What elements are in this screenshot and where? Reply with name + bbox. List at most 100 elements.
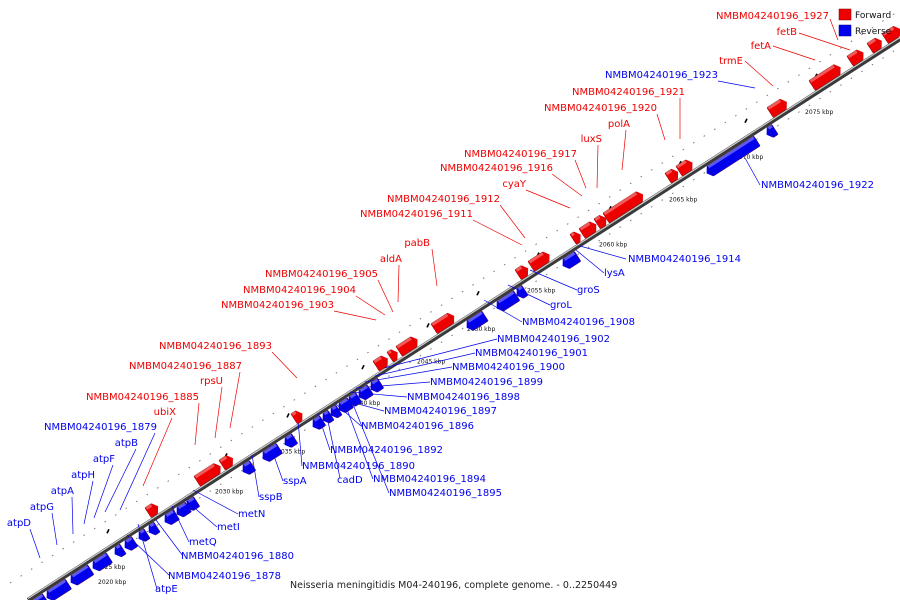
forward-gene[interactable] [514, 263, 532, 280]
gene-label[interactable]: NMBM04240196_1901 [475, 348, 588, 359]
gene-label[interactable]: NMBM04240196_1917 [464, 149, 577, 160]
gene-label[interactable]: sspB [259, 492, 283, 503]
gene-label[interactable]: ubiX [154, 407, 176, 418]
gene-label[interactable]: NMBM04240196_1896 [361, 421, 474, 432]
forward-gene[interactable] [144, 501, 162, 518]
gene-label[interactable]: NMBM04240196_1895 [389, 488, 502, 499]
forward-gene[interactable] [372, 353, 391, 371]
reverse-gene[interactable] [183, 496, 200, 513]
reverse-gene[interactable] [703, 136, 761, 179]
gene-label[interactable]: NMBM04240196_1892 [330, 445, 443, 456]
forward-gene[interactable] [866, 36, 885, 54]
reverse-gene[interactable] [67, 564, 94, 588]
forward-gene[interactable] [766, 97, 790, 118]
gene-label[interactable]: NMBM04240196_1923 [605, 70, 718, 81]
gene-label[interactable]: NMBM04240196_1893 [159, 341, 272, 352]
forward-gene[interactable] [218, 453, 236, 471]
gene-label[interactable]: pabB [404, 238, 430, 249]
reverse-gene[interactable] [27, 593, 49, 600]
gene-label[interactable]: NMBM04240196_1897 [384, 406, 497, 417]
reverse-gene[interactable] [121, 536, 138, 553]
forward-gene[interactable] [193, 461, 224, 487]
reverse-gene[interactable] [309, 415, 326, 432]
gene-label[interactable]: atpA [51, 486, 74, 497]
gene-label[interactable]: NMBM04240196_1908 [522, 317, 635, 328]
gene-label[interactable]: NMBM04240196_1879 [44, 422, 157, 433]
gene-label[interactable]: NMBM04240196_1890 [302, 461, 415, 472]
gene-label[interactable]: NMBM04240196_1927 [716, 11, 829, 22]
gene-label[interactable]: NMBM04240196_1921 [572, 87, 685, 98]
reverse-gene[interactable] [319, 410, 335, 426]
gene-label[interactable]: aldA [380, 254, 402, 265]
reverse-gene[interactable] [559, 251, 581, 271]
reverse-gene[interactable] [43, 579, 72, 600]
gene-label[interactable]: rpsU [200, 376, 223, 387]
reverse-gene[interactable] [355, 384, 374, 403]
gene-label[interactable]: NMBM04240196_1904 [243, 285, 356, 296]
reverse-gene[interactable] [145, 522, 161, 538]
gene-label[interactable]: NMBM04240196_1894 [373, 474, 486, 485]
gene-label[interactable]: metN [238, 509, 265, 520]
gene-label[interactable]: polA [608, 119, 630, 130]
gene-label[interactable]: luxS [581, 134, 602, 145]
gene-label[interactable]: metQ [189, 537, 217, 548]
gene-label[interactable]: trmE [719, 56, 743, 67]
gene-label[interactable]: NMBM04240196_1880 [181, 551, 294, 562]
gene-label[interactable]: atpB [115, 438, 138, 449]
forward-gene[interactable] [386, 347, 401, 362]
forward-gene[interactable] [602, 189, 646, 224]
reverse-gene[interactable] [239, 460, 256, 477]
forward-gene[interactable] [569, 229, 584, 245]
gene-label[interactable]: NMBM04240196_1887 [129, 361, 242, 372]
forward-gene[interactable] [430, 311, 458, 334]
gene-label[interactable]: NMBM04240196_1898 [407, 392, 520, 403]
reverse-gene[interactable] [89, 552, 113, 574]
reverse-gene[interactable] [513, 285, 529, 301]
gene-label[interactable]: atpG [30, 502, 54, 513]
forward-gene[interactable] [593, 213, 610, 229]
gene-label[interactable]: cadD [337, 475, 363, 486]
forward-gene[interactable] [808, 62, 844, 91]
reverse-gene[interactable] [763, 124, 779, 140]
gene-label[interactable]: atpH [71, 470, 95, 481]
forward-gene[interactable] [578, 219, 600, 239]
forward-gene[interactable] [664, 167, 682, 184]
reverse-gene[interactable] [259, 443, 283, 464]
gene-label[interactable]: NMBM04240196_1911 [360, 209, 473, 220]
forward-gene[interactable] [290, 408, 306, 424]
gene-label[interactable]: NMBM04240196_1900 [452, 362, 565, 373]
gene-label[interactable]: groS [577, 285, 600, 296]
reverse-gene[interactable] [367, 378, 384, 395]
gene-label[interactable]: NMBM04240196_1920 [544, 103, 657, 114]
gene-label[interactable]: groL [550, 300, 572, 311]
gene-label[interactable]: NMBM04240196_1922 [761, 180, 874, 191]
gene-label[interactable]: atpD [7, 518, 31, 529]
gene-label[interactable]: NMBM04240196_1903 [221, 300, 334, 311]
reverse-gene[interactable] [345, 392, 362, 409]
gene-label[interactable]: atpF [93, 454, 115, 465]
reverse-gene[interactable] [493, 290, 520, 313]
forward-gene[interactable] [675, 157, 696, 177]
reverse-gene[interactable] [327, 405, 343, 421]
gene-label[interactable]: NMBM04240196_1902 [497, 334, 610, 345]
gene-label[interactable]: metI [217, 522, 240, 533]
gene-label[interactable]: NMBM04240196_1905 [265, 269, 378, 280]
gene-label[interactable]: fetA [751, 41, 772, 52]
reverse-gene[interactable] [135, 528, 151, 544]
gene-label[interactable]: cyaY [502, 179, 527, 190]
reverse-gene[interactable] [111, 543, 127, 560]
gene-label[interactable]: NMBM04240196_1878 [168, 571, 281, 582]
gene-label[interactable]: NMBM04240196_1912 [387, 194, 500, 205]
gene-label[interactable]: NMBM04240196_1916 [440, 163, 553, 174]
gene-label[interactable]: NMBM04240196_1885 [86, 392, 199, 403]
gene-label[interactable]: NMBM04240196_1914 [628, 254, 741, 265]
forward-gene[interactable] [846, 47, 867, 67]
reverse-gene[interactable] [161, 509, 180, 527]
gene-label[interactable]: sspA [283, 476, 307, 487]
gene-label[interactable]: NMBM04240196_1899 [430, 377, 543, 388]
gene-label[interactable]: fetB [777, 27, 798, 38]
gene-label[interactable]: atpE [155, 584, 178, 595]
forward-gene[interactable] [527, 249, 553, 272]
gene-label[interactable]: lysA [604, 268, 625, 279]
reverse-gene[interactable] [281, 433, 298, 450]
